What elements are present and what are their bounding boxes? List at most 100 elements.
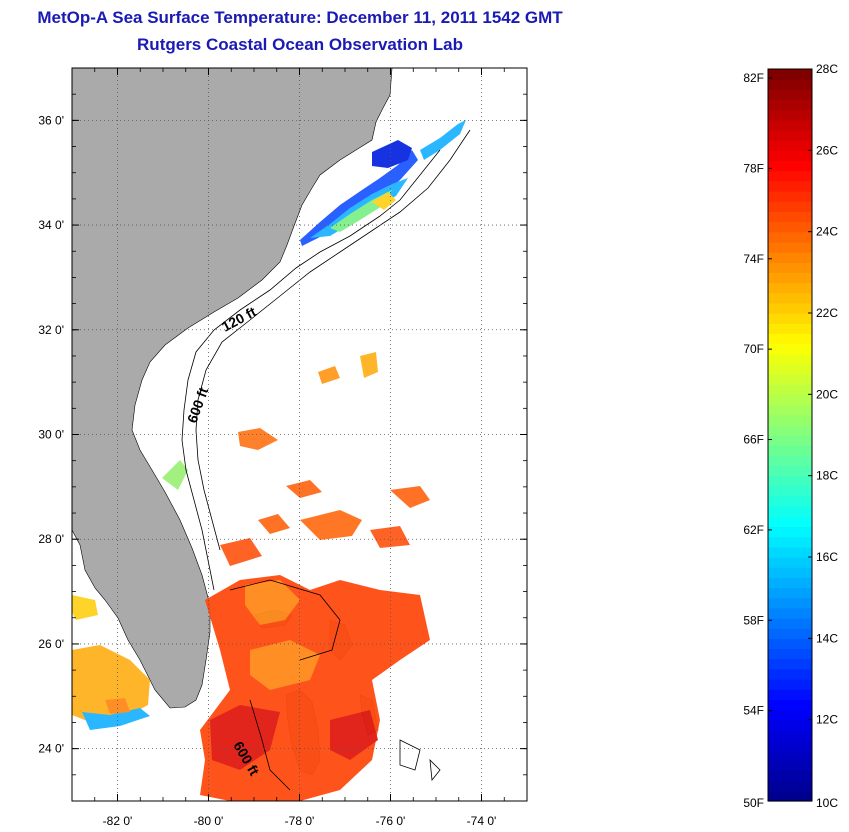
colorbar-swatch xyxy=(768,750,812,761)
colorbar-swatch xyxy=(768,475,812,487)
colorbar-swatch xyxy=(768,140,812,151)
colorbar: 28C 26C 24C 22C 20C 18C 16C 14C 12C 10C 82F 78F 74F 7… xyxy=(743,62,838,810)
colorbar-swatch xyxy=(768,221,812,233)
map-ticks xyxy=(71,67,528,802)
colorbar-swatch xyxy=(768,160,812,172)
colorbar-swatch xyxy=(768,170,812,182)
colorbar-label-f: 58F xyxy=(743,613,764,627)
colorbar-swatch xyxy=(768,180,812,192)
map-tick-labels: -82 0' -80 0' -78 0' -76 0' -74 0' 36 0' 34 0'… xyxy=(38,113,496,828)
colorbar-swatch xyxy=(768,363,812,375)
colorbar-swatch xyxy=(768,536,812,548)
colorbar-swatch xyxy=(768,262,812,273)
colorbar-swatch xyxy=(768,485,812,497)
colorbar-swatch xyxy=(768,607,812,619)
colorbar-swatch xyxy=(768,760,812,772)
colorbar-swatch xyxy=(768,445,812,456)
colorbar-swatch xyxy=(768,323,812,334)
colorbar-swatch xyxy=(768,435,812,446)
colorbar-swatch xyxy=(768,689,812,700)
map-subtitle: Rutgers Coastal Ocean Observation Lab xyxy=(137,35,463,54)
colorbar-swatch xyxy=(768,252,812,263)
colorbar-label-c: 18C xyxy=(816,469,838,483)
colorbar-swatch xyxy=(768,313,812,324)
colorbar-swatch xyxy=(768,79,812,90)
colorbar-label-f: 66F xyxy=(743,433,764,447)
lat-tick-label: 24 0' xyxy=(38,742,64,756)
colorbar-swatch xyxy=(768,241,812,253)
lat-tick-label: 36 0' xyxy=(38,113,64,127)
colorbar-label-c: 20C xyxy=(816,387,838,401)
colorbar-swatch xyxy=(768,780,812,792)
colorbar-label-c: 16C xyxy=(816,550,838,564)
colorbar-label-f: 70F xyxy=(743,342,764,356)
land-us-southeast xyxy=(72,68,393,709)
colorbar-swatch xyxy=(768,648,812,660)
colorbar-swatch xyxy=(768,394,812,406)
colorbar-swatch xyxy=(768,465,812,477)
colorbar-label-c: 22C xyxy=(816,306,838,320)
colorbar-swatch xyxy=(768,577,812,589)
lon-tick-label: -82 0' xyxy=(103,814,133,828)
colorbar-swatch xyxy=(768,709,812,721)
colorbar-swatch xyxy=(768,699,812,711)
lon-tick-label: -76 0' xyxy=(376,814,406,828)
colorbar-label-f: 50F xyxy=(743,796,764,810)
colorbar-swatch xyxy=(768,516,812,528)
colorbar-swatch xyxy=(768,130,812,141)
colorbar-label-f: 74F xyxy=(743,252,764,266)
colorbar-label-f: 54F xyxy=(743,704,764,718)
colorbar-swatch xyxy=(768,587,812,599)
colorbar-frame xyxy=(767,68,813,802)
colorbar-label-f: 78F xyxy=(743,161,764,175)
colorbar-label-c: 26C xyxy=(816,143,838,157)
colorbar-swatch xyxy=(768,69,812,80)
colorbar-swatch xyxy=(768,99,812,111)
lat-tick-label: 28 0' xyxy=(38,532,64,546)
map-plot: 120 ft 600 ft 600 ft xyxy=(72,68,527,801)
colorbar-swatch xyxy=(768,231,812,243)
colorbar-swatch xyxy=(768,414,812,426)
colorbar-swatch xyxy=(768,343,812,355)
colorbar-label-f: 62F xyxy=(743,523,764,537)
lat-tick-label: 32 0' xyxy=(38,323,64,337)
colorbar-swatch xyxy=(768,679,812,690)
colorbar-swatch xyxy=(768,404,812,416)
colorbar-swatch xyxy=(768,282,812,294)
colorbar-swatch xyxy=(768,719,812,731)
sst-data xyxy=(72,120,466,801)
colorbar-swatch xyxy=(768,302,812,314)
lat-tick-label: 26 0' xyxy=(38,637,64,651)
colorbar-swatch xyxy=(768,455,812,467)
colorbar-swatch xyxy=(768,424,812,436)
colorbar-label-c: 28C xyxy=(816,62,838,76)
colorbar-label-c: 14C xyxy=(816,631,838,645)
lat-tick-label: 30 0' xyxy=(38,428,64,442)
colorbar-swatch xyxy=(768,150,812,162)
colorbar-swatch xyxy=(768,546,812,558)
colorbar-swatch xyxy=(768,353,812,365)
colorbar-swatch xyxy=(768,790,812,802)
lon-tick-label: -80 0' xyxy=(194,814,224,828)
colorbar-swatch xyxy=(768,638,812,650)
colorbar-swatch xyxy=(768,770,812,782)
colorbar-swatch xyxy=(768,668,812,680)
colorbar-swatch xyxy=(768,374,812,385)
colorbar-swatch xyxy=(768,618,812,629)
colorbar-swatch xyxy=(768,567,812,578)
colorbar-swatch xyxy=(768,740,812,751)
colorbar-swatch xyxy=(768,597,812,609)
colorbar-swatch xyxy=(768,557,812,568)
colorbar-swatch xyxy=(768,506,812,517)
colorbar-swatch xyxy=(768,526,812,538)
colorbar-label-c: 24C xyxy=(816,225,838,239)
bathymetry-contours xyxy=(181,129,471,791)
colorbar-swatch xyxy=(768,109,812,121)
colorbar-swatch xyxy=(768,272,812,284)
colorbar-swatch xyxy=(768,292,812,304)
colorbar-swatch xyxy=(768,201,812,212)
colorbar-swatch xyxy=(768,729,812,741)
colorbar-swatch xyxy=(768,333,812,345)
colorbar-swatch xyxy=(768,89,812,101)
